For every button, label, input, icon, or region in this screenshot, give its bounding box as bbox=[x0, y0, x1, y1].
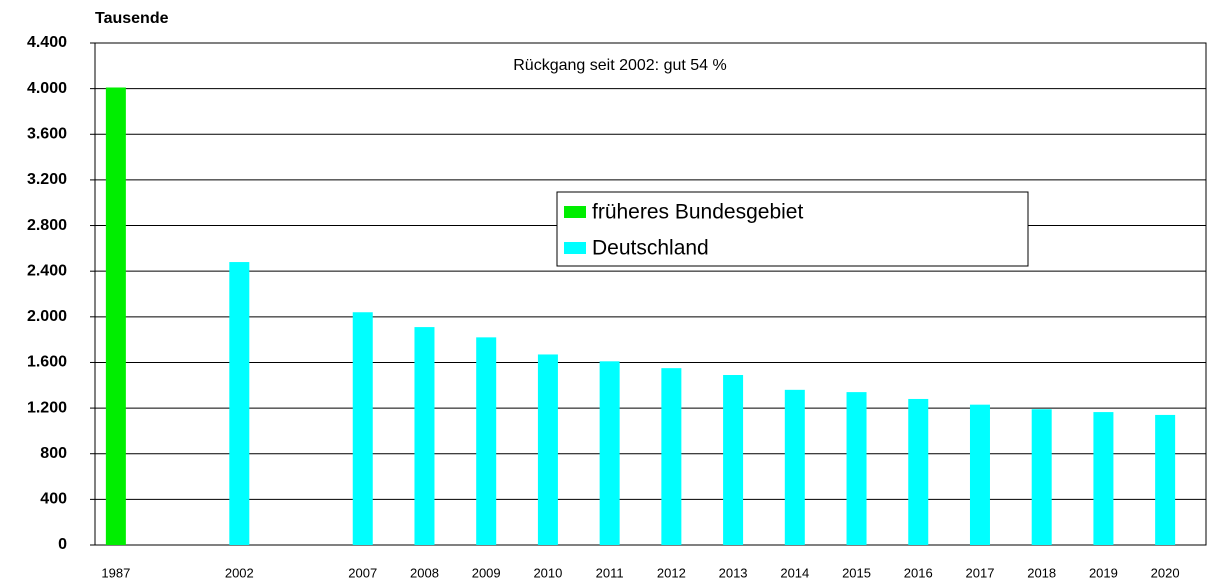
bar bbox=[908, 398, 929, 545]
bar bbox=[476, 337, 497, 545]
bar bbox=[352, 312, 373, 545]
bar bbox=[599, 361, 620, 545]
x-tick-label: 2016 bbox=[904, 565, 933, 580]
bar bbox=[661, 368, 682, 545]
x-tick-label: 2009 bbox=[472, 565, 501, 580]
x-tick-label: 2020 bbox=[1151, 565, 1180, 580]
bar bbox=[784, 389, 805, 545]
x-tick-label: 2007 bbox=[348, 565, 377, 580]
x-tick-label: 1987 bbox=[101, 565, 130, 580]
x-tick-label: 2008 bbox=[410, 565, 439, 580]
y-tick-label: 4.000 bbox=[27, 80, 67, 97]
y-tick-label: 400 bbox=[40, 491, 67, 508]
x-tick-label: 2014 bbox=[780, 565, 809, 580]
x-tick-label: 2017 bbox=[966, 565, 995, 580]
y-tick-label: 1.600 bbox=[27, 354, 67, 371]
legend-swatch bbox=[564, 206, 586, 218]
y-tick-label: 3.600 bbox=[27, 125, 67, 142]
x-tick-label: 2010 bbox=[533, 565, 562, 580]
y-tick-label: 0 bbox=[58, 536, 67, 553]
y-tick-label: 2.000 bbox=[27, 308, 67, 325]
x-tick-label: 2018 bbox=[1027, 565, 1056, 580]
bar bbox=[537, 354, 558, 545]
y-tick-label: 1.200 bbox=[27, 399, 67, 416]
legend-label: Deutschland bbox=[592, 237, 709, 260]
plot-border bbox=[94, 42, 1207, 546]
bar bbox=[1155, 414, 1176, 545]
legend-swatch bbox=[564, 242, 586, 254]
annotation: Rückgang seit 2002: gut 54 % bbox=[513, 57, 726, 74]
bar bbox=[1031, 409, 1052, 545]
x-tick-label: 2011 bbox=[596, 565, 624, 580]
y-tick-label: 4.400 bbox=[27, 34, 67, 51]
x-tick-label: 2019 bbox=[1089, 565, 1118, 580]
bar bbox=[1093, 412, 1114, 545]
x-tick-label: 2012 bbox=[657, 565, 686, 580]
legend-label: früheres Bundesgebiet bbox=[592, 201, 803, 224]
bar bbox=[723, 375, 744, 545]
y-tick-label: 3.200 bbox=[27, 171, 67, 188]
bar bbox=[229, 262, 250, 545]
bar bbox=[969, 404, 990, 545]
y-axis-label: Tausende bbox=[95, 10, 169, 27]
bar bbox=[414, 327, 435, 545]
x-tick-label: 2002 bbox=[225, 565, 254, 580]
x-tick-label: 2015 bbox=[842, 565, 871, 580]
y-tick-label: 2.400 bbox=[27, 262, 67, 279]
bar bbox=[846, 392, 867, 545]
legend-box bbox=[556, 191, 1029, 267]
y-tick-label: 800 bbox=[40, 445, 67, 462]
bar bbox=[105, 87, 126, 545]
x-tick-label: 2013 bbox=[719, 565, 748, 580]
y-tick-label: 2.800 bbox=[27, 217, 67, 234]
